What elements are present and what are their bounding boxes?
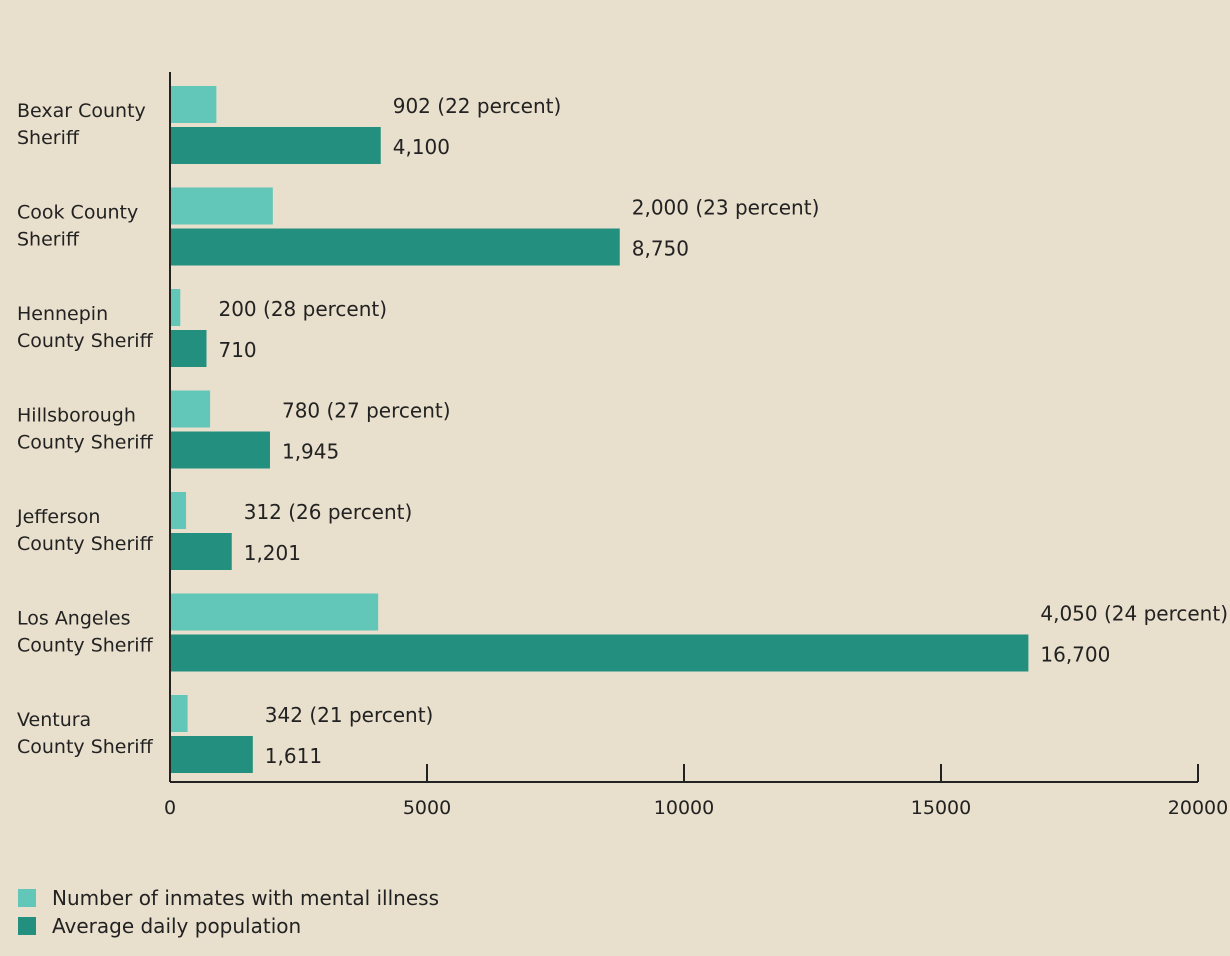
bar-mental-illness bbox=[170, 86, 217, 123]
category-label-line: Sheriff bbox=[17, 229, 80, 251]
category-label: Hennepin County Sheriff bbox=[17, 303, 154, 352]
bar-daily-population bbox=[170, 127, 381, 164]
category-label-line: Hillsborough bbox=[17, 405, 136, 427]
x-tick-label: 20000 bbox=[1168, 797, 1228, 819]
category-label-line: Sheriff bbox=[17, 127, 80, 149]
data-label-daily-population: 1,945 bbox=[282, 440, 339, 464]
data-label-mental-illness: 4,050 (24 percent) bbox=[1040, 602, 1228, 626]
bar-mental-illness bbox=[170, 187, 273, 225]
category-label: Hillsborough County Sheriff bbox=[17, 405, 154, 454]
bar-mental-illness bbox=[170, 492, 187, 529]
data-label-mental-illness: 902 (22 percent) bbox=[393, 94, 562, 118]
category-label-line: County Sheriff bbox=[17, 533, 154, 555]
x-tick-label: 0 bbox=[164, 797, 176, 819]
bar-daily-population bbox=[170, 228, 620, 266]
data-label-daily-population: 4,100 bbox=[393, 135, 450, 159]
data-label-daily-population: 8,750 bbox=[632, 237, 689, 261]
data-label-mental-illness: 2,000 (23 percent) bbox=[632, 196, 820, 220]
data-label-daily-population: 1,201 bbox=[244, 541, 301, 565]
legend-swatch-daily-population bbox=[18, 917, 36, 935]
legend-label-daily-population: Average daily population bbox=[52, 914, 302, 938]
legend-label-mental-illness: Number of inmates with mental illness bbox=[52, 886, 439, 910]
category-label-line: County Sheriff bbox=[17, 432, 154, 454]
category-label-line: Cook County bbox=[17, 202, 138, 224]
bar-daily-population bbox=[170, 330, 207, 367]
bar-mental-illness bbox=[170, 695, 188, 732]
x-tick-label: 10000 bbox=[654, 797, 714, 819]
category-label: Jefferson County Sheriff bbox=[16, 506, 154, 555]
data-label-daily-population: 1,611 bbox=[265, 744, 322, 768]
data-label-mental-illness: 342 (21 percent) bbox=[265, 703, 434, 727]
data-label-mental-illness: 200 (28 percent) bbox=[218, 297, 387, 321]
data-label-daily-population: 16,700 bbox=[1040, 643, 1110, 667]
category-label-line: County Sheriff bbox=[17, 330, 154, 352]
bar-daily-population bbox=[170, 533, 232, 570]
bar-mental-illness bbox=[170, 390, 211, 428]
legend-swatch-mental-illness bbox=[18, 889, 36, 907]
bar-daily-population bbox=[170, 431, 270, 469]
legend: Number of inmates with mental illness Av… bbox=[18, 884, 439, 940]
bar-mental-illness bbox=[170, 593, 379, 631]
category-label: Cook County Sheriff bbox=[17, 202, 138, 251]
category-label: Ventura County Sheriff bbox=[17, 709, 154, 758]
category-label-line: Ventura bbox=[17, 709, 91, 731]
category-label-line: Hennepin bbox=[17, 303, 108, 325]
category-label-line: Bexar County bbox=[17, 100, 146, 122]
data-label-daily-population: 710 bbox=[218, 338, 256, 362]
data-label-mental-illness: 780 (27 percent) bbox=[282, 399, 451, 423]
bar-mental-illness bbox=[170, 289, 181, 326]
x-tick-label: 5000 bbox=[403, 797, 451, 819]
category-label: Los Angeles County Sheriff bbox=[17, 608, 154, 657]
bar-daily-population bbox=[170, 634, 1029, 672]
category-label-line: Jefferson bbox=[16, 506, 100, 528]
bar-daily-population bbox=[170, 736, 253, 773]
legend-item-daily-population: Average daily population bbox=[18, 912, 439, 940]
category-label-line: Los Angeles bbox=[17, 608, 130, 630]
category-label-line: County Sheriff bbox=[17, 736, 154, 758]
category-label-line: County Sheriff bbox=[17, 635, 154, 657]
category-label: Bexar County Sheriff bbox=[17, 100, 146, 149]
legend-item-mental-illness: Number of inmates with mental illness bbox=[18, 884, 439, 912]
x-tick-label: 15000 bbox=[911, 797, 971, 819]
data-label-mental-illness: 312 (26 percent) bbox=[244, 500, 413, 524]
